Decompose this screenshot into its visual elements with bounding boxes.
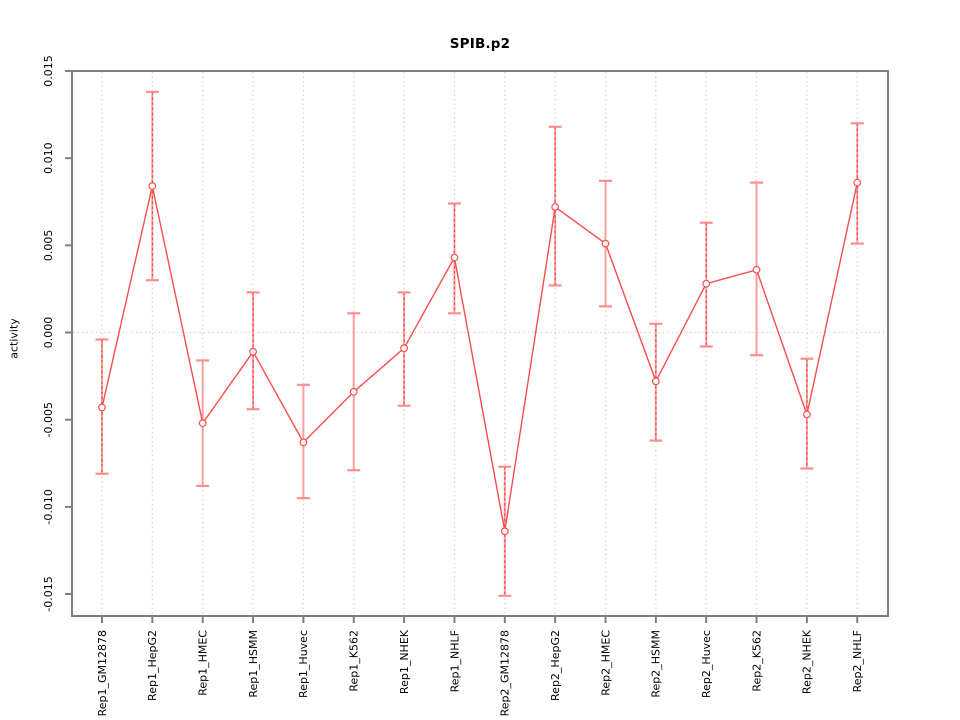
- data-point-marker: [853, 178, 862, 187]
- x-tick-label: Rep1_NHLF: [448, 630, 461, 692]
- x-tick-label: Rep1_HMEC: [197, 630, 210, 696]
- y-tick-label: 0.015: [42, 55, 55, 87]
- x-tick-label: Rep1_K562: [348, 630, 361, 692]
- x-tick-label: Rep2_HepG2: [549, 630, 562, 701]
- data-point-marker: [702, 279, 711, 288]
- data-point-marker: [299, 438, 308, 447]
- data-point-marker: [500, 527, 509, 536]
- data-point-marker: [98, 403, 106, 412]
- x-tick-label: Rep2_K562: [750, 630, 763, 692]
- x-tick-label: Rep1_HSMM: [247, 630, 260, 698]
- data-point-marker: [803, 410, 811, 419]
- x-tick-label: Rep1_HepG2: [146, 630, 159, 701]
- y-tick-label: 0.010: [42, 142, 55, 174]
- data-point-marker: [752, 265, 761, 274]
- y-tick-label: -0.005: [42, 402, 55, 437]
- data-point-marker: [400, 344, 409, 353]
- y-tick-label: 0.000: [42, 317, 55, 349]
- data-point-marker: [349, 387, 358, 396]
- y-tick-label: -0.010: [42, 489, 55, 524]
- plot-frame: [71, 70, 889, 617]
- data-point-marker: [601, 239, 610, 248]
- chart-title: SPIB.p2: [449, 36, 511, 52]
- series-line: [101, 182, 858, 532]
- x-tick-label: Rep2_NHEK: [801, 629, 814, 694]
- x-tick-label: Rep1_GM12878: [96, 630, 109, 716]
- x-tick-label: Rep2_NHLF: [851, 630, 864, 692]
- data-point-marker: [651, 377, 660, 386]
- x-tick-label: Rep2_HSMM: [650, 630, 663, 698]
- x-tick-label: Rep1_Huvec: [297, 630, 310, 698]
- data-point-marker: [249, 347, 257, 356]
- y-tick-label: 0.005: [42, 230, 55, 262]
- data-point-marker: [148, 182, 157, 190]
- y-tick-label: -0.015: [42, 576, 55, 611]
- x-tick-label: Rep1_NHEK: [398, 629, 411, 694]
- data-point-marker: [551, 203, 560, 211]
- x-tick-label: Rep2_Huvec: [700, 630, 713, 698]
- data-point-marker: [450, 253, 459, 262]
- x-tick-label: Rep2_HMEC: [599, 630, 612, 696]
- data-point-marker: [198, 419, 207, 428]
- x-tick-label: Rep2_GM12878: [499, 630, 512, 716]
